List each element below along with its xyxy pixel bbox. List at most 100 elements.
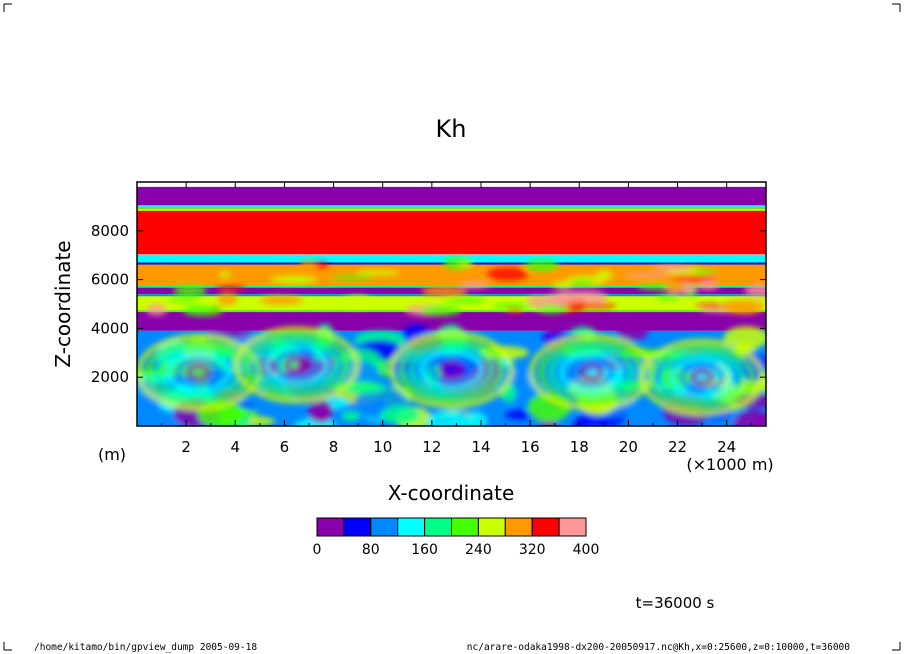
mid-patch-32 (744, 284, 766, 297)
colorbar-swatch-6 (477, 517, 506, 537)
mid-patch-43 (543, 293, 585, 303)
vortex-0-ring-4 (175, 357, 221, 387)
chart-title: Kh (436, 115, 467, 143)
y-tick-label-8000: 8000 (91, 222, 129, 240)
mid-patch-34 (182, 304, 223, 317)
mid-patch-44 (720, 299, 765, 314)
patch-95 (426, 410, 470, 426)
crop-marks (3, 3, 901, 651)
colorbar-swatch-3 (397, 517, 426, 537)
x-tick-label-2: 2 (181, 438, 191, 456)
x-tick-label-20: 20 (619, 438, 638, 456)
vortex-1-ring-0 (234, 326, 360, 404)
vortex-4-ring-2 (659, 350, 745, 404)
mid-patch-0 (421, 285, 468, 297)
colorbar-swatch-0 (316, 517, 345, 537)
colorbar-label-160: 160 (411, 542, 438, 558)
mid-patch-38 (460, 280, 490, 289)
time-label: t=36000 s (636, 594, 715, 612)
mid-patch-50 (708, 270, 741, 278)
vortex-4-ring-1 (649, 344, 755, 410)
mid-patch-13 (342, 295, 373, 309)
vortex-0-ring-5 (185, 363, 211, 381)
y-unit-label: (m) (98, 445, 126, 464)
vortex-1-ring-1 (244, 332, 350, 398)
plot-frame (136, 181, 767, 427)
mid-patch-53 (571, 279, 594, 286)
x-tick-label-18: 18 (570, 438, 589, 456)
x-tick-label-8: 8 (329, 438, 339, 456)
mid-patch-54 (655, 294, 681, 301)
mid-patch-49 (355, 269, 401, 276)
mid-patch-21 (259, 295, 304, 306)
mid-patch-46 (216, 293, 238, 306)
patch-71 (573, 416, 591, 426)
mid-patch-16 (524, 259, 560, 272)
vortex-3-ring-3 (559, 351, 625, 393)
patch-105 (615, 322, 649, 341)
y-tick-label-2000: 2000 (91, 368, 129, 386)
heatmap-field (137, 186, 766, 426)
y-tick-label-4000: 4000 (91, 319, 129, 337)
patch-62 (467, 411, 487, 426)
x-tick-label-22: 22 (668, 438, 687, 456)
vortex-3-ring-2 (549, 345, 635, 399)
mid-patch-41 (492, 302, 535, 310)
mid-patch-15 (215, 285, 246, 291)
patch-82 (137, 374, 174, 383)
colorbar-label-400: 400 (573, 542, 600, 558)
patch-134 (308, 399, 334, 423)
band-1 (137, 206, 766, 209)
colorbar: 0 80 160 240 320 400 (313, 517, 600, 558)
mid-patch-8 (298, 260, 318, 269)
mid-patch-24 (652, 264, 692, 272)
x-tick-label-10: 10 (373, 438, 392, 456)
mid-patch-28 (166, 298, 197, 303)
colorbar-swatch-4 (424, 517, 453, 537)
vortex-4-ring-3 (669, 356, 735, 398)
x-tick-label-4: 4 (231, 438, 241, 456)
mid-patch-59 (269, 275, 318, 284)
x-tick-label-6: 6 (280, 438, 290, 456)
band-0 (137, 186, 766, 207)
mid-patch-36 (622, 272, 670, 278)
x-axis: 2 4 6 8 10 12 14 16 18 20 22 24 (161, 182, 752, 456)
vortex-1-ring-4 (274, 350, 320, 380)
footer-left: /home/kitamo/bin/gpview_dump 2005-09-18 (34, 642, 257, 653)
x-tick-label-14: 14 (471, 438, 490, 456)
mid-patch-56 (204, 299, 219, 305)
mid-patch-52 (419, 305, 462, 316)
stripe-0 (137, 205, 766, 208)
colorbar-swatch-9 (558, 517, 587, 537)
turbulence-layer (137, 256, 766, 426)
colorbar-swatch-5 (451, 517, 479, 537)
colorbar-label-80: 80 (362, 542, 380, 558)
patch-121 (217, 409, 259, 418)
vortex-4-ring-5 (689, 368, 715, 386)
mid-patch-58 (486, 267, 529, 281)
colorbar-swatch-2 (370, 517, 399, 537)
vortex-4-ring-4 (679, 362, 725, 392)
patch-89 (741, 351, 764, 383)
y-axis-label: Z-coordinate (51, 240, 75, 367)
patch-116 (732, 409, 766, 426)
vortex-2-ring-2 (409, 343, 494, 397)
mid-patch-12 (443, 297, 487, 304)
colorbar-swatch-7 (504, 517, 533, 537)
stripe-2 (137, 253, 766, 256)
band-2 (137, 208, 766, 256)
y-tick-label-6000: 6000 (91, 271, 129, 289)
x-tick-label-12: 12 (422, 438, 441, 456)
mid-patch-55 (458, 261, 474, 267)
vortex-3-ring-5 (579, 363, 605, 381)
x-tick-label-24: 24 (717, 438, 736, 456)
mid-patch-29 (329, 275, 373, 280)
mid-patch-33 (146, 304, 168, 316)
vortex-1-ring-3 (264, 344, 330, 386)
x-axis-label: X-coordinate (388, 481, 515, 505)
patch-108 (340, 411, 361, 421)
mid-patch-22 (218, 271, 232, 278)
vortex-2-ring-3 (419, 349, 484, 391)
mid-patch-11 (670, 274, 716, 282)
vortex-2-ring-1 (399, 337, 504, 403)
